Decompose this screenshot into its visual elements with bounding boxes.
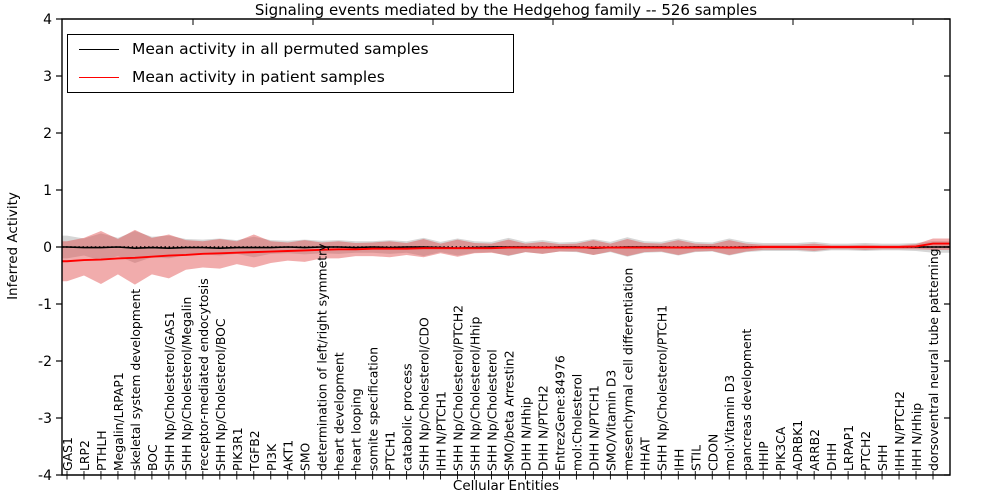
legend-item-permuted: Mean activity in all permuted samples — [68, 39, 513, 58]
x-tick-label: ARRB2 — [807, 429, 822, 471]
y-tick-label: -3 — [38, 411, 52, 427]
x-tick-label: PTCH2 — [858, 431, 873, 471]
x-tick-label: DHH N/Hhip — [518, 397, 533, 471]
x-tick-label: IHH — [671, 449, 686, 471]
x-tick-label: DHH — [824, 443, 839, 471]
x-tick-label: SHH — [875, 445, 890, 472]
legend-label-permuted: Mean activity in all permuted samples — [132, 39, 429, 58]
x-tick-label: DHH N/PTCH2 — [535, 385, 550, 471]
legend: Mean activity in all permuted samples Me… — [67, 34, 514, 93]
x-tick-label: CDON — [705, 434, 720, 471]
x-axis-label: Cellular Entities — [452, 478, 560, 494]
y-tick-label: -4 — [38, 468, 52, 484]
x-tick-label: SHH Np/Cholesterol — [485, 349, 500, 471]
x-tick-label: ADRBK1 — [790, 420, 805, 471]
x-tick-label: PIK3R1 — [230, 427, 245, 471]
x-tick-label: Megalin/LRPAP1 — [111, 372, 126, 471]
x-tick-label: HHIP — [756, 441, 771, 471]
legend-line-permuted — [79, 48, 119, 50]
x-tick-label: heart looping — [349, 388, 364, 471]
y-tick-label: 4 — [43, 12, 52, 28]
x-tick-label: receptor-mediated endocytosis — [196, 278, 211, 471]
x-tick-label: PTHLH — [94, 430, 109, 471]
legend-item-patient: Mean activity in patient samples — [68, 68, 513, 86]
x-tick-label: SHH Np/Cholesterol/GAS1 — [162, 311, 177, 471]
x-tick-label: mol:Vitamin D3 — [722, 375, 737, 471]
x-tick-label: IHH N/PTCH1 — [434, 391, 449, 471]
y-tick-label: 3 — [43, 69, 52, 85]
x-tick-label: SHH Np/Cholesterol/PTCH2 — [451, 305, 466, 471]
y-tick-label: -1 — [38, 297, 52, 313]
x-tick-label: skeletal system development — [128, 289, 143, 471]
legend-line-patient — [79, 77, 119, 79]
y-axis-label: Inferred Activity — [5, 192, 21, 300]
patient-mean-line — [62, 242, 950, 263]
chart-title: Signaling events mediated by the Hedgeho… — [254, 1, 758, 19]
x-tick-label: SHH Np/Cholesterol/Megalin — [179, 297, 194, 471]
x-tick-label: SHH Np/Cholesterol/CDO — [417, 317, 432, 471]
x-tick-label: SMO — [298, 442, 313, 471]
x-tick-label: STIL — [688, 445, 703, 471]
x-tick-label: PIK3CA — [773, 426, 788, 471]
x-tick-label: TGFB2 — [247, 430, 262, 472]
x-tick-label: DHH N/PTCH1 — [586, 385, 601, 471]
x-tick-label: SHH Np/Cholesterol/Hhip — [468, 317, 483, 471]
x-tick-label: LRP2 — [77, 440, 92, 471]
x-tick-label: PI3K — [264, 443, 279, 471]
x-tick-label: BOC — [145, 444, 160, 471]
x-tick-label: mesenchymal cell differentiation — [620, 268, 635, 471]
x-tick-label: LRPAP1 — [841, 425, 856, 471]
legend-label-patient: Mean activity in patient samples — [132, 68, 385, 86]
y-tick-label: -2 — [38, 354, 52, 370]
x-tick-label: HHAT — [637, 437, 652, 471]
x-tick-label: PTCH1 — [383, 431, 398, 471]
x-tick-label: AKT1 — [281, 440, 296, 471]
x-tick-label: heart development — [332, 352, 347, 471]
x-tick-label: dorsoventral neural tube patterning — [926, 248, 941, 471]
x-tick-label: GAS1 — [60, 437, 75, 471]
x-tick-label: SHH Np/Cholesterol/PTCH1 — [654, 305, 669, 471]
x-tick-label: SHH Np/Cholesterol/BOC — [213, 318, 228, 471]
x-tick-label: EntrezGene:84976 — [552, 355, 567, 471]
x-tick-label: IHH N/PTCH2 — [892, 391, 907, 471]
x-tick-label: determination of left/right symmetry — [315, 244, 330, 472]
y-tick-label: 1 — [43, 183, 52, 199]
x-tick-label: SMO/Vitamin D3 — [603, 370, 618, 471]
x-tick-label: pancreas development — [739, 329, 754, 471]
x-tick-label: mol:Cholesterol — [569, 374, 584, 471]
x-tick-label: IHH N/Hhip — [909, 403, 924, 471]
y-tick-label: 0 — [43, 240, 52, 256]
x-tick-label: somite specification — [366, 347, 381, 471]
y-tick-label: 2 — [43, 126, 52, 142]
x-tick-label: catabolic process — [400, 363, 415, 471]
x-tick-label: SMO/beta Arrestin2 — [501, 350, 516, 471]
patient-samples-range-band — [62, 229, 950, 285]
